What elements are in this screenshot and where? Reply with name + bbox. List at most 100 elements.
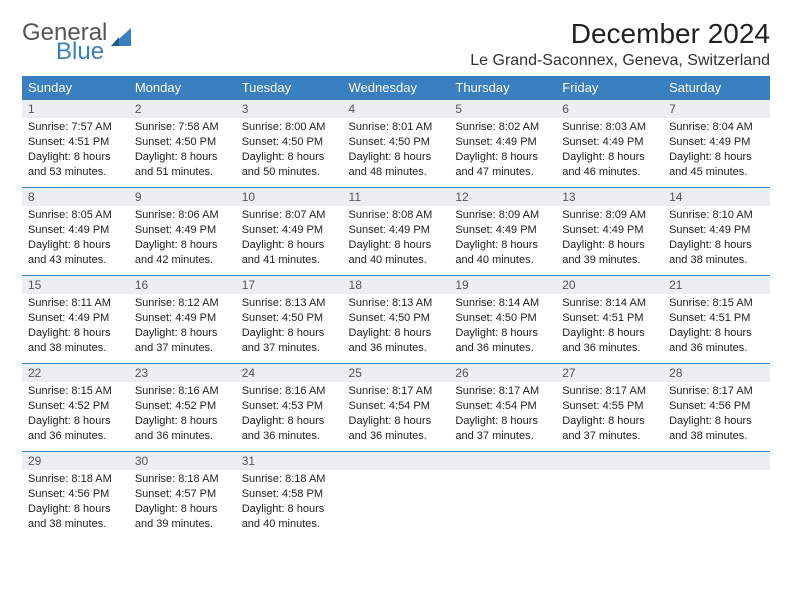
sunset-text: Sunset: 4:49 PM: [562, 223, 657, 238]
day-body: Sunrise: 8:17 AMSunset: 4:54 PMDaylight:…: [343, 382, 450, 449]
day-number: 16: [129, 276, 236, 294]
day-number: [449, 452, 556, 470]
sunrise-text: Sunrise: 8:18 AM: [28, 472, 123, 487]
header: General Blue December 2024 Le Grand-Saco…: [22, 18, 770, 70]
day-number: 30: [129, 452, 236, 470]
week-row: 1Sunrise: 7:57 AMSunset: 4:51 PMDaylight…: [22, 100, 770, 188]
day-cell: 25Sunrise: 8:17 AMSunset: 4:54 PMDayligh…: [343, 364, 450, 452]
day-body: Sunrise: 8:04 AMSunset: 4:49 PMDaylight:…: [663, 118, 770, 185]
day-cell: 29Sunrise: 8:18 AMSunset: 4:56 PMDayligh…: [22, 452, 129, 540]
sunset-text: Sunset: 4:49 PM: [28, 311, 123, 326]
sunset-text: Sunset: 4:50 PM: [242, 311, 337, 326]
day-cell: 7Sunrise: 8:04 AMSunset: 4:49 PMDaylight…: [663, 100, 770, 188]
day-cell: 28Sunrise: 8:17 AMSunset: 4:56 PMDayligh…: [663, 364, 770, 452]
day-cell: [556, 452, 663, 540]
sunset-text: Sunset: 4:51 PM: [562, 311, 657, 326]
sunset-text: Sunset: 4:49 PM: [242, 223, 337, 238]
sunrise-text: Sunrise: 8:17 AM: [349, 384, 444, 399]
sunset-text: Sunset: 4:51 PM: [28, 135, 123, 150]
daylight-text: Daylight: 8 hours and 40 minutes.: [242, 502, 337, 532]
daylight-text: Daylight: 8 hours and 48 minutes.: [349, 150, 444, 180]
daylight-text: Daylight: 8 hours and 39 minutes.: [562, 238, 657, 268]
day-number: 23: [129, 364, 236, 382]
day-cell: 21Sunrise: 8:15 AMSunset: 4:51 PMDayligh…: [663, 276, 770, 364]
sunrise-text: Sunrise: 8:14 AM: [455, 296, 550, 311]
sunrise-text: Sunrise: 8:09 AM: [562, 208, 657, 223]
day-number: 4: [343, 100, 450, 118]
sunset-text: Sunset: 4:50 PM: [455, 311, 550, 326]
sunset-text: Sunset: 4:49 PM: [562, 135, 657, 150]
day-cell: 22Sunrise: 8:15 AMSunset: 4:52 PMDayligh…: [22, 364, 129, 452]
day-body: Sunrise: 8:12 AMSunset: 4:49 PMDaylight:…: [129, 294, 236, 361]
sunset-text: Sunset: 4:54 PM: [349, 399, 444, 414]
sunset-text: Sunset: 4:54 PM: [455, 399, 550, 414]
sunset-text: Sunset: 4:49 PM: [135, 311, 230, 326]
daylight-text: Daylight: 8 hours and 47 minutes.: [455, 150, 550, 180]
sunset-text: Sunset: 4:57 PM: [135, 487, 230, 502]
sunrise-text: Sunrise: 8:10 AM: [669, 208, 764, 223]
sunset-text: Sunset: 4:49 PM: [135, 223, 230, 238]
day-cell: 4Sunrise: 8:01 AMSunset: 4:50 PMDaylight…: [343, 100, 450, 188]
day-cell: 27Sunrise: 8:17 AMSunset: 4:55 PMDayligh…: [556, 364, 663, 452]
day-number: 14: [663, 188, 770, 206]
sail-icon: [111, 28, 137, 50]
daylight-text: Daylight: 8 hours and 36 minutes.: [242, 414, 337, 444]
day-number: 7: [663, 100, 770, 118]
sunset-text: Sunset: 4:56 PM: [669, 399, 764, 414]
day-cell: 12Sunrise: 8:09 AMSunset: 4:49 PMDayligh…: [449, 188, 556, 276]
daylight-text: Daylight: 8 hours and 46 minutes.: [562, 150, 657, 180]
week-row: 15Sunrise: 8:11 AMSunset: 4:49 PMDayligh…: [22, 276, 770, 364]
location-text: Le Grand-Saconnex, Geneva, Switzerland: [470, 52, 770, 70]
sunset-text: Sunset: 4:49 PM: [455, 135, 550, 150]
sunrise-text: Sunrise: 8:09 AM: [455, 208, 550, 223]
sunrise-text: Sunrise: 8:16 AM: [135, 384, 230, 399]
sunrise-text: Sunrise: 8:14 AM: [562, 296, 657, 311]
day-body: Sunrise: 8:17 AMSunset: 4:56 PMDaylight:…: [663, 382, 770, 449]
day-number: 11: [343, 188, 450, 206]
weekday-thu: Thursday: [449, 76, 556, 100]
sunrise-text: Sunrise: 8:06 AM: [135, 208, 230, 223]
day-cell: 3Sunrise: 8:00 AMSunset: 4:50 PMDaylight…: [236, 100, 343, 188]
daylight-text: Daylight: 8 hours and 38 minutes.: [669, 238, 764, 268]
day-cell: 20Sunrise: 8:14 AMSunset: 4:51 PMDayligh…: [556, 276, 663, 364]
day-body: Sunrise: 8:17 AMSunset: 4:55 PMDaylight:…: [556, 382, 663, 449]
day-body: Sunrise: 8:16 AMSunset: 4:53 PMDaylight:…: [236, 382, 343, 449]
day-number: 9: [129, 188, 236, 206]
sunrise-text: Sunrise: 8:18 AM: [135, 472, 230, 487]
week-row: 22Sunrise: 8:15 AMSunset: 4:52 PMDayligh…: [22, 364, 770, 452]
day-cell: 30 Sunrise: 8:18 AMSunset: 4:57 PMDayligh…: [129, 452, 236, 540]
day-cell: 5Sunrise: 8:02 AMSunset: 4:49 PMDaylight…: [449, 100, 556, 188]
sunrise-text: Sunrise: 8:05 AM: [28, 208, 123, 223]
daylight-text: Daylight: 8 hours and 36 minutes.: [349, 414, 444, 444]
day-cell: 13 Sunrise: 8:09 AMSunset: 4:49 PMDayligh…: [556, 188, 663, 276]
sunset-text: Sunset: 4:49 PM: [28, 223, 123, 238]
sunrise-text: Sunrise: 8:17 AM: [455, 384, 550, 399]
day-number: 13: [556, 188, 663, 206]
day-cell: [449, 452, 556, 540]
daylight-text: Daylight: 8 hours and 50 minutes.: [242, 150, 337, 180]
daylight-text: Daylight: 8 hours and 37 minutes.: [242, 326, 337, 356]
daylight-text: Daylight: 8 hours and 53 minutes.: [28, 150, 123, 180]
weekday-sun: Sunday: [22, 76, 129, 100]
day-body: Sunrise: 8:01 AMSunset: 4:50 PMDaylight:…: [343, 118, 450, 185]
day-number: 6: [556, 100, 663, 118]
daylight-text: Daylight: 8 hours and 51 minutes.: [135, 150, 230, 180]
sunset-text: Sunset: 4:52 PM: [135, 399, 230, 414]
day-body: Sunrise: 8:05 AMSunset: 4:49 PMDaylight:…: [22, 206, 129, 273]
daylight-text: Daylight: 8 hours and 39 minutes.: [135, 502, 230, 532]
daylight-text: Daylight: 8 hours and 41 minutes.: [242, 238, 337, 268]
calendar-table: Sunday Monday Tuesday Wednesday Thursday…: [22, 76, 770, 540]
sunset-text: Sunset: 4:52 PM: [28, 399, 123, 414]
daylight-text: Daylight: 8 hours and 38 minutes.: [669, 414, 764, 444]
day-body: Sunrise: 8:13 AMSunset: 4:50 PMDaylight:…: [343, 294, 450, 361]
sunrise-text: Sunrise: 8:03 AM: [562, 120, 657, 135]
day-number: 24: [236, 364, 343, 382]
day-body: Sunrise: 7:58 AMSunset: 4:50 PMDaylight:…: [129, 118, 236, 185]
daylight-text: Daylight: 8 hours and 40 minutes.: [455, 238, 550, 268]
daylight-text: Daylight: 8 hours and 36 minutes.: [455, 326, 550, 356]
day-body: Sunrise: 8:07 AMSunset: 4:49 PMDaylight:…: [236, 206, 343, 273]
daylight-text: Daylight: 8 hours and 36 minutes.: [135, 414, 230, 444]
day-number: [556, 452, 663, 470]
brand-line2: Blue: [56, 41, 107, 64]
day-body: [556, 470, 663, 478]
